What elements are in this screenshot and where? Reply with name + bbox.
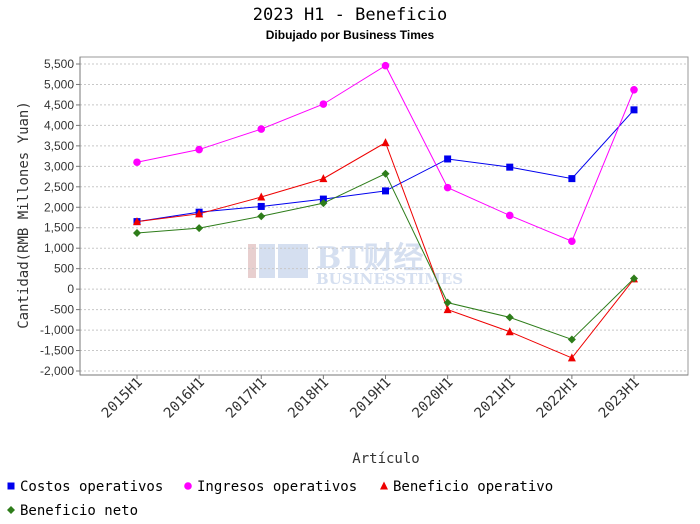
- x-axis-label: Artículo: [352, 451, 419, 467]
- data-point: [381, 169, 390, 178]
- data-point: [257, 192, 266, 201]
- x-tick-label: 2022H1: [534, 375, 581, 422]
- chart-subtitle: Dibujado por Business Times: [266, 28, 435, 42]
- data-point: [568, 175, 576, 183]
- data-point: [567, 353, 576, 362]
- data-point: [195, 224, 204, 233]
- watermark-subtitle: BUSINESSTIMES: [316, 270, 463, 288]
- data-point: [443, 298, 452, 307]
- data-point: [133, 158, 141, 167]
- data-point: [133, 229, 141, 238]
- data-point: [195, 209, 204, 218]
- x-tick-label: 2017H1: [223, 375, 270, 422]
- y-tick-label: 2,000: [44, 200, 74, 214]
- legend-item: Ingresos operativos: [184, 479, 357, 495]
- y-tick-label: 3,500: [44, 139, 74, 153]
- x-tick-label: 2016H1: [161, 375, 208, 422]
- x-tick-label: 2018H1: [285, 375, 332, 422]
- data-point: [630, 274, 638, 283]
- legend-marker: [7, 482, 15, 490]
- data-point: [381, 138, 390, 147]
- data-point: [319, 199, 328, 208]
- data-point: [505, 313, 514, 322]
- series-group: [133, 61, 638, 362]
- watermark: BT财经 BUSINESSTIMES: [248, 241, 463, 288]
- chart-title: 2023 H1 - Beneficio: [253, 5, 447, 25]
- y-tick-label: 5,500: [44, 57, 74, 71]
- data-point: [505, 327, 514, 336]
- data-point: [133, 217, 141, 226]
- data-point: [567, 335, 576, 344]
- y-tick-label: -1,500: [40, 344, 74, 358]
- y-tick-label: -2,000: [40, 364, 74, 378]
- series-ingresos-operativos: [133, 61, 638, 246]
- data-point: [381, 61, 390, 70]
- legend-label: Ingresos operativos: [197, 479, 357, 495]
- legend-label: Beneficio neto: [20, 503, 138, 519]
- data-point: [257, 212, 266, 221]
- data-point: [506, 163, 514, 171]
- watermark-title: BT财经: [316, 241, 424, 276]
- data-point: [319, 195, 327, 203]
- y-tick-label: 500: [54, 262, 74, 276]
- data-point: [505, 211, 514, 220]
- series-beneficio-neto: [133, 169, 638, 344]
- legend-marker: [7, 506, 15, 514]
- watermark-logo-block: [278, 244, 308, 278]
- legend-marker: [380, 481, 388, 490]
- data-point: [443, 305, 452, 314]
- data-point: [319, 100, 328, 108]
- data-point: [257, 125, 266, 133]
- x-tick-label: 2021H1: [472, 375, 519, 422]
- data-point: [443, 183, 452, 192]
- data-point: [630, 106, 638, 114]
- y-tick-label: 1,500: [44, 221, 74, 235]
- data-point: [195, 145, 203, 154]
- gridlines: [80, 63, 688, 372]
- legend-marker: [184, 482, 192, 490]
- x-tick-label: 2019H1: [347, 375, 394, 422]
- watermark-logo-bar: [248, 244, 256, 278]
- y-tick-label: 4,500: [44, 98, 74, 112]
- legend-label: Costos operativos: [20, 479, 163, 495]
- legend-item: Beneficio neto: [7, 503, 138, 519]
- series-line: [136, 64, 635, 242]
- data-point: [257, 202, 265, 210]
- watermark-logo-block: [259, 244, 275, 278]
- y-tick-label: 5,000: [44, 77, 74, 91]
- x-tick-label: 2023H1: [596, 375, 643, 422]
- legend-label: Beneficio operativo: [393, 479, 553, 495]
- data-point: [444, 155, 452, 163]
- series-costos-operativos: [133, 106, 638, 226]
- data-point: [319, 174, 328, 183]
- series-beneficio-operativo: [133, 138, 638, 362]
- y-tick-label: 1,000: [44, 241, 74, 255]
- data-point: [630, 85, 638, 94]
- x-tick-label: 2015H1: [99, 375, 146, 422]
- legend: Costos operativos Ingresos operativos Bene…: [7, 479, 553, 519]
- legend-item: Beneficio operativo: [380, 479, 553, 495]
- y-tick-label: 0: [67, 282, 74, 296]
- y-tick-label: -1,000: [40, 323, 74, 337]
- y-tick-label: 3,000: [44, 159, 74, 173]
- data-point: [568, 237, 576, 246]
- y-tick-label: 2,500: [44, 180, 74, 194]
- legend-item: Costos operativos: [7, 479, 163, 495]
- x-tick-label: 2020H1: [409, 375, 456, 422]
- y-axis: -2,000 -1,500 -1,000 -500 0 500 1,000 1,500 2,00…: [40, 57, 81, 378]
- x-axis: 2015H1 2016H1 2017H1 2018H1 2019H1 2020H1 2021…: [80, 374, 688, 422]
- data-point: [382, 187, 389, 195]
- y-tick-label: 4,000: [44, 118, 74, 132]
- y-axis-label: Cantidad(RMB Millones Yuan): [16, 101, 32, 329]
- series-line: [136, 109, 635, 223]
- y-tick-label: -500: [50, 303, 74, 317]
